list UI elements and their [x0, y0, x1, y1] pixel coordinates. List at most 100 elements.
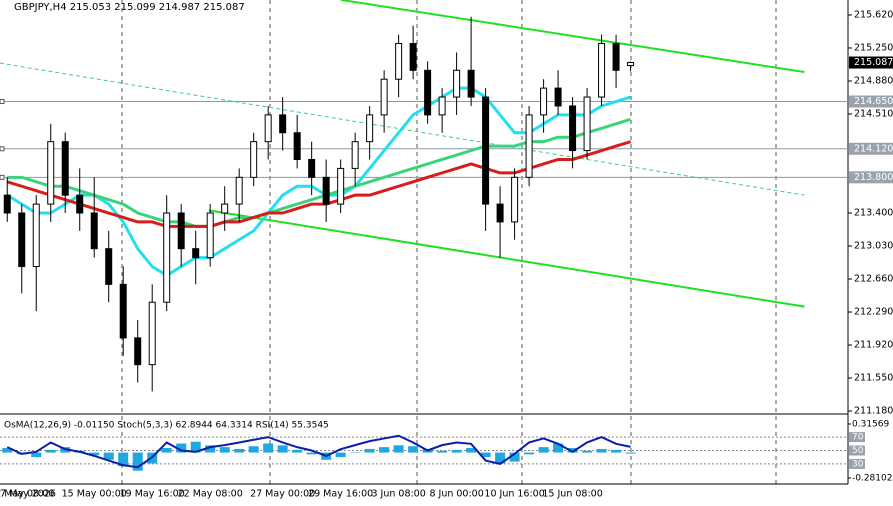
osma-bar: [118, 452, 129, 467]
y-tick-label: 212.290: [854, 307, 893, 318]
x-tick-label: 15 May 00:00: [62, 489, 127, 500]
osma-bar: [89, 452, 100, 456]
osma-bar: [31, 452, 42, 458]
osma-bar: [567, 448, 578, 453]
candle-body: [554, 87, 562, 107]
candle-body: [395, 43, 403, 80]
candle-body: [250, 141, 258, 178]
y-tick-label: 214.880: [854, 75, 893, 86]
osma-bar: [437, 450, 448, 453]
indicator-tick-label: 0.31569: [852, 420, 889, 430]
y-tick-label: 214.510: [854, 108, 893, 119]
last-price-box: [849, 56, 893, 69]
osma-bar: [538, 447, 549, 453]
level-box: [849, 171, 893, 184]
indicator-title: OsMA(12,26,9) -0.01150 Stoch(5,3,3) 62.8…: [4, 421, 329, 431]
candle-body: [192, 248, 200, 259]
candle-body: [511, 176, 519, 223]
osma-bar: [248, 446, 259, 453]
indicator-tick-label: -0.28102: [852, 474, 892, 484]
trendline: [340, 0, 805, 74]
x-tick-label: 29 May 16:00: [308, 489, 373, 500]
level-box: [849, 142, 893, 155]
last-price-label: 215.087: [854, 57, 893, 68]
y-tick-label: 213.030: [854, 241, 893, 252]
osma-bar: [277, 445, 288, 453]
y-tick-label: 215.620: [854, 9, 893, 20]
x-tick-label: 3 Jun 08:00: [371, 489, 425, 500]
candle-body: [453, 69, 461, 98]
osma-bar: [45, 449, 56, 453]
candle-body: [525, 114, 533, 178]
candle-body: [366, 114, 374, 143]
indicator-level-box: [849, 458, 865, 469]
candle-body: [134, 337, 142, 366]
osma-bar: [132, 452, 143, 471]
candle-body: [3, 194, 11, 214]
level-label: 213.800: [854, 172, 893, 183]
osma-bar: [103, 452, 114, 460]
osma-bar: [364, 448, 375, 453]
osma-bar: [408, 446, 419, 453]
osma-bar: [509, 452, 520, 462]
osma-bar: [161, 448, 172, 453]
indicator-level-box: [849, 432, 865, 443]
candle-body: [119, 283, 127, 339]
candle-body: [221, 203, 229, 214]
candle-body: [337, 167, 345, 205]
candle-body: [235, 176, 243, 205]
separators: [121, 0, 777, 484]
candle-body: [540, 87, 548, 116]
osma-bar: [466, 448, 477, 453]
indicator-tick-label: 50: [852, 446, 864, 456]
y-tick-label: 211.180: [854, 406, 893, 417]
candle-body: [264, 114, 272, 143]
candle-body: [32, 203, 40, 268]
candle-body: [496, 203, 504, 223]
osma-bar: [582, 450, 593, 453]
osma-bar: [393, 445, 404, 453]
trendline: [208, 209, 805, 308]
x-tick-label: 7 May 2026: [0, 489, 56, 500]
candle-body: [627, 62, 635, 67]
level-marker: [0, 174, 5, 180]
osma-bar: [553, 443, 564, 453]
candle-body: [409, 43, 417, 71]
chart-title: GBPJPY,H4 215.053 215.099 214.987 215.08…: [14, 2, 245, 13]
x-tick-label: 27 May 00:00: [250, 489, 315, 500]
y-tick-label: 212.660: [854, 274, 893, 285]
osma-bar: [219, 447, 230, 453]
candle-body: [47, 141, 55, 205]
osma-bar: [335, 452, 346, 458]
candle-body: [18, 212, 26, 268]
level-box: [849, 95, 893, 108]
candle-body: [177, 212, 185, 250]
osma-bar: [495, 452, 506, 464]
osma-bar: [292, 449, 303, 453]
x-tick-label: 22 May 08:00: [178, 489, 243, 500]
x-tick-label: 19 May 16:00: [120, 489, 185, 500]
x-tick-label: 12 May 08:00: [0, 489, 54, 500]
indicator-tick-label: 70: [852, 433, 864, 443]
osma-bar: [480, 452, 491, 458]
osma-bar: [2, 448, 13, 453]
rsi-line: [6, 434, 631, 469]
candle-body: [467, 69, 475, 98]
y-tick-label: 213.400: [854, 208, 893, 219]
level-label: 214.650: [854, 96, 893, 107]
level-label: 214.120: [854, 143, 893, 154]
level-marker: [0, 99, 5, 105]
candle-body: [308, 158, 316, 178]
candle-body: [322, 176, 330, 205]
osma-bar: [176, 443, 187, 453]
x-tick-label: 15 Jun 08:00: [542, 489, 602, 500]
osma-bar: [350, 452, 361, 454]
x-tick-label: 8 Jun 00:00: [429, 489, 483, 500]
osma-bar: [205, 445, 216, 453]
indicator-level-box: [849, 445, 865, 456]
candle-body: [206, 212, 214, 259]
candle-body: [482, 96, 490, 205]
candle-body: [583, 96, 591, 152]
candle-body: [105, 248, 113, 285]
